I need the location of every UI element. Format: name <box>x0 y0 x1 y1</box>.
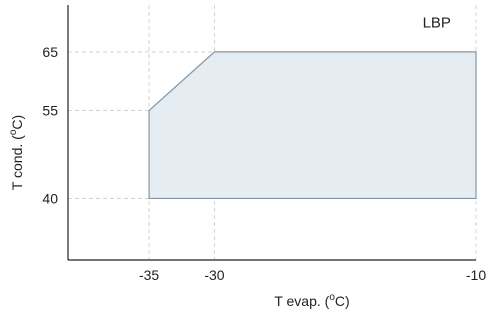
lbp-operating-region <box>148 51 477 200</box>
region-label-lbp: LBP <box>423 14 451 31</box>
y-tick-label: 40 <box>42 190 58 206</box>
axes <box>67 5 476 261</box>
x-tick-label: -30 <box>204 267 224 283</box>
x-tick-label: -10 <box>466 267 486 283</box>
x-axis-label: T evap. (oC) <box>274 292 349 309</box>
y-axis-label: T cond. (oC) <box>8 115 25 190</box>
y-tick-label: 65 <box>42 44 58 60</box>
x-tick-labels: -35 -30 -10 <box>139 267 486 283</box>
x-tick-label: -35 <box>139 267 159 283</box>
y-tick-labels: 65 55 40 <box>42 44 58 207</box>
y-tick-label: 55 <box>42 103 58 119</box>
